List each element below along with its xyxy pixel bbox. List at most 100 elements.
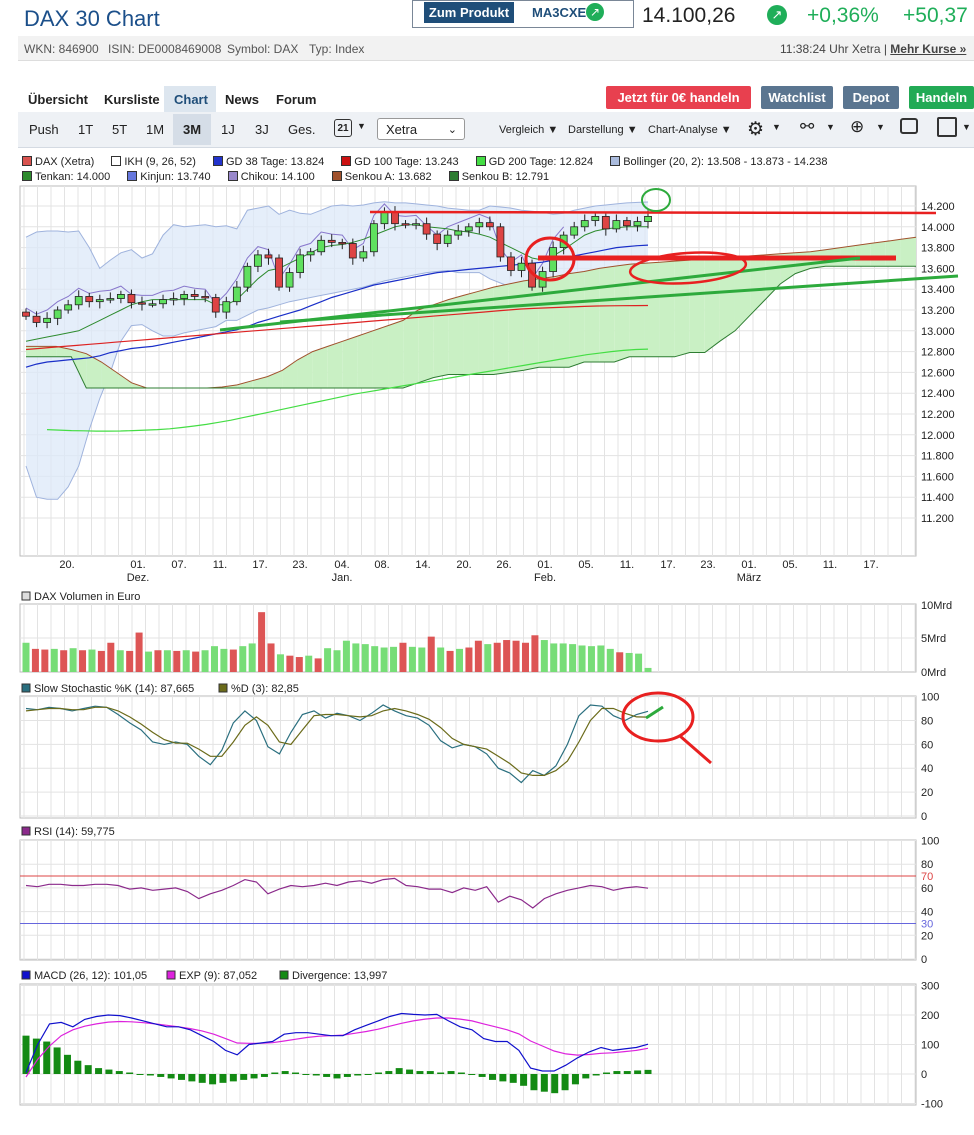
price-tick-label: 11.800 bbox=[921, 451, 954, 463]
volume-bar bbox=[437, 647, 445, 672]
gear-icon[interactable]: ⚙ bbox=[747, 119, 765, 140]
rsi-tick-label: 100 bbox=[921, 836, 939, 848]
ichimoku-cloud-segment bbox=[372, 325, 389, 388]
range-3m[interactable]: 3M bbox=[183, 122, 202, 137]
tab-forum[interactable]: Forum bbox=[276, 92, 317, 107]
price-tick-label: 12.200 bbox=[921, 409, 955, 421]
chevron-down-icon[interactable]: ▼ bbox=[357, 121, 366, 131]
ichimoku-cloud-segment bbox=[553, 273, 570, 368]
legend-item: Chikou: 14.100 bbox=[227, 171, 315, 183]
product-button[interactable]: Zum Produkt bbox=[424, 2, 514, 23]
exchange-select[interactable]: Xetra ⌄ bbox=[377, 118, 465, 140]
volume-bar bbox=[635, 653, 643, 672]
candle-body bbox=[53, 309, 62, 319]
nodes-icon[interactable]: ⚯ bbox=[800, 117, 815, 136]
product-symbol[interactable]: MA3CXE bbox=[532, 5, 587, 20]
volume-bar bbox=[446, 650, 454, 672]
tab-news[interactable]: News bbox=[225, 92, 259, 107]
legend-item: Bollinger (20, 2): 13.508 - 13.873 - 14.… bbox=[610, 156, 827, 168]
depot-button[interactable]: Depot bbox=[843, 86, 899, 109]
ichimoku-cloud-segment bbox=[780, 252, 796, 284]
candle-body bbox=[623, 220, 631, 227]
macd-tick-label: -100 bbox=[921, 1099, 943, 1111]
handeln-button[interactable]: Handeln bbox=[909, 86, 974, 109]
printer-icon[interactable] bbox=[900, 118, 918, 134]
tab-quotes[interactable]: Kursliste bbox=[104, 92, 160, 107]
macd-divergence-bar bbox=[457, 1072, 465, 1074]
volume-bar bbox=[88, 649, 96, 672]
tab-active-bg bbox=[164, 86, 216, 112]
stoch-tick-label: 100 bbox=[921, 692, 939, 704]
range-5t[interactable]: 5T bbox=[112, 122, 128, 137]
display-dropdown[interactable]: Darstellung ▼ bbox=[568, 124, 638, 136]
analysis-label: Chart-Analyse bbox=[648, 124, 718, 136]
ichimoku-cloud-segment bbox=[734, 255, 751, 331]
tab-overview[interactable]: Übersicht bbox=[28, 92, 88, 107]
chevron-down-icon[interactable]: ▼ bbox=[876, 122, 885, 132]
save-icon[interactable] bbox=[937, 117, 957, 137]
volume-bar bbox=[484, 644, 492, 672]
ichimoku-cloud-segment bbox=[584, 268, 600, 362]
zoom-icon[interactable]: ⊕ bbox=[850, 117, 865, 136]
candle-body bbox=[380, 211, 389, 225]
ichimoku-cloud-segment bbox=[312, 346, 328, 388]
range-1m[interactable]: 1M bbox=[146, 122, 165, 137]
volume-bar bbox=[342, 640, 350, 672]
analysis-dropdown[interactable]: Chart-Analyse ▼ bbox=[648, 124, 732, 136]
change-percent: +0,36% bbox=[807, 4, 879, 27]
candle-body bbox=[633, 221, 642, 227]
macd-divergence-bar bbox=[520, 1074, 528, 1086]
volume-bar bbox=[512, 640, 520, 672]
legend-item: Kinjun: 13.740 bbox=[127, 171, 211, 183]
stoch-d-label: %D (3): 82,85 bbox=[231, 683, 299, 695]
volume-bar bbox=[578, 645, 586, 672]
macd-divergence-bar bbox=[406, 1069, 414, 1074]
volume-bar bbox=[408, 646, 416, 672]
volume-bar bbox=[503, 640, 511, 672]
volume-bar bbox=[182, 650, 190, 672]
volume-bar bbox=[154, 650, 162, 672]
chevron-down-icon[interactable]: ▼ bbox=[962, 122, 971, 132]
macd-divergence-bar bbox=[178, 1074, 185, 1080]
tab-chart[interactable]: Chart bbox=[174, 92, 208, 107]
ichimoku-cloud-segment bbox=[855, 243, 871, 267]
volume-bar bbox=[163, 650, 171, 672]
ichimoku-cloud-segment bbox=[885, 239, 901, 267]
volume-bar bbox=[314, 658, 322, 672]
volume-bar bbox=[258, 612, 266, 672]
volume-tick-label: 0Mrd bbox=[921, 667, 946, 679]
range-all[interactable]: Ges. bbox=[288, 122, 316, 137]
legend-item: Tenkan: 14.000 bbox=[22, 171, 110, 183]
chevron-down-icon[interactable]: ▼ bbox=[826, 122, 835, 132]
chevron-down-icon[interactable]: ▼ bbox=[772, 122, 781, 132]
annotation-red-line bbox=[369, 210, 937, 215]
price-tick-label: 14.000 bbox=[921, 222, 955, 234]
quote-time: 11:38:24 Uhr Xetra | Mehr Kurse » bbox=[780, 42, 966, 56]
calendar-icon[interactable]: 21 bbox=[334, 119, 352, 137]
candle-body bbox=[169, 298, 178, 301]
x-tick-label: 26. bbox=[496, 559, 511, 571]
meta-bar bbox=[18, 36, 974, 61]
trade-free-button[interactable]: Jetzt für 0€ handeln bbox=[606, 86, 751, 109]
volume-bar bbox=[418, 647, 426, 672]
gd100-line bbox=[25, 304, 649, 351]
range-push[interactable]: Push bbox=[29, 122, 59, 137]
volume-bar bbox=[540, 640, 548, 672]
more-quotes-link[interactable]: Mehr Kurse » bbox=[890, 42, 967, 56]
arrow-up-right-icon[interactable]: ↗ bbox=[586, 3, 604, 21]
range-3j[interactable]: 3J bbox=[255, 122, 269, 137]
macd-divergence-bar bbox=[603, 1072, 611, 1074]
ichimoku-cloud-segment bbox=[900, 237, 916, 267]
range-1j[interactable]: 1J bbox=[221, 122, 235, 137]
legend-item: DAX (Xetra) bbox=[22, 156, 94, 168]
chikou-line bbox=[25, 203, 565, 315]
chevron-down-icon: ⌄ bbox=[447, 124, 457, 136]
range-1t[interactable]: 1T bbox=[78, 122, 94, 137]
candle-body bbox=[454, 230, 463, 236]
compare-dropdown[interactable]: Vergleich ▼ bbox=[499, 124, 559, 136]
macd-divergence-bar bbox=[312, 1074, 320, 1076]
watchlist-button[interactable]: Watchlist bbox=[761, 86, 833, 109]
x-tick-label: 05. bbox=[578, 559, 593, 571]
candle-body bbox=[95, 299, 104, 303]
rsi-ref-label: 70 bbox=[921, 871, 933, 883]
